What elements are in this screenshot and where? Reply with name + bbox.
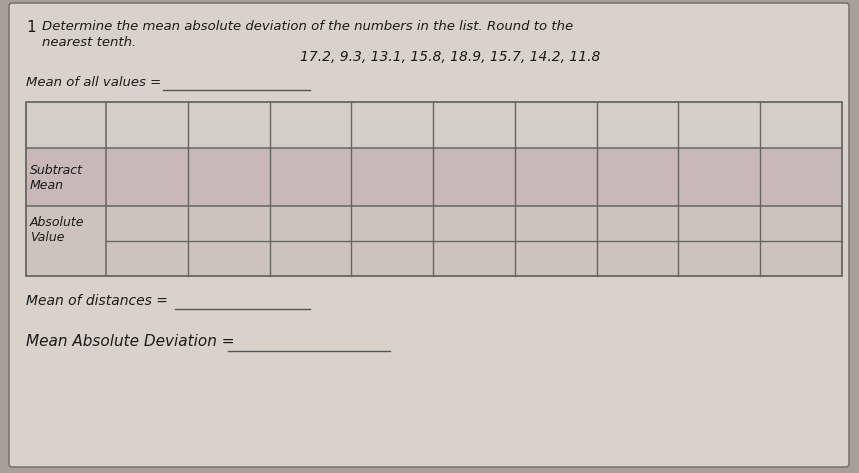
FancyBboxPatch shape: [9, 3, 849, 467]
Text: Mean of distances =: Mean of distances =: [26, 294, 168, 308]
Text: Absolute: Absolute: [30, 216, 84, 228]
Text: Subtract: Subtract: [30, 164, 83, 176]
Text: Mean of all values =: Mean of all values =: [26, 76, 161, 89]
Bar: [26, 102, 842, 148]
Text: Mean Absolute Deviation =: Mean Absolute Deviation =: [26, 334, 235, 349]
Text: Value: Value: [30, 230, 64, 244]
Text: 17.2, 9.3, 13.1, 15.8, 18.9, 15.7, 14.2, 11.8: 17.2, 9.3, 13.1, 15.8, 18.9, 15.7, 14.2,…: [300, 50, 600, 64]
Text: Determine the mean absolute deviation of the numbers in the list. Round to the: Determine the mean absolute deviation of…: [42, 20, 573, 33]
Text: Mean: Mean: [30, 178, 64, 192]
Bar: [26, 148, 842, 206]
Bar: [26, 102, 842, 276]
Text: 1: 1: [26, 20, 35, 35]
Text: nearest tenth.: nearest tenth.: [42, 36, 137, 49]
Bar: [26, 206, 842, 276]
